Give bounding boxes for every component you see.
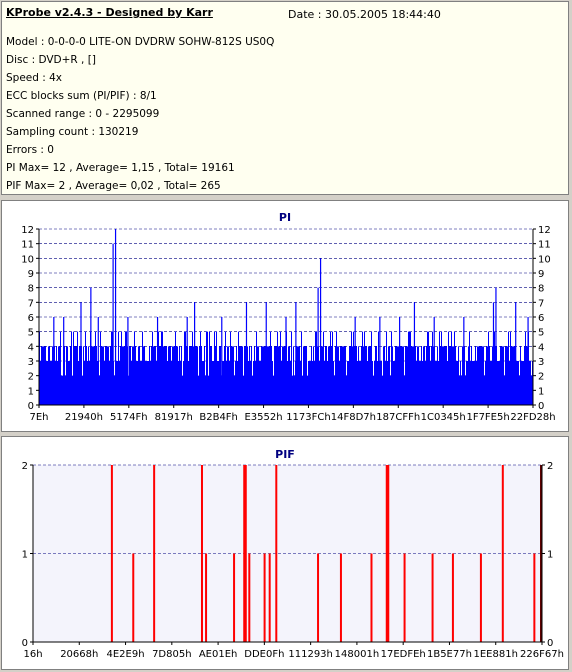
pi-x-ticks: 7Eh 21940h 5174Fh 81917h B2B4Fh E3552h 1173FCh… [29, 412, 555, 423]
pi-ytick-left: 11 [21, 240, 34, 251]
pi-ytick-right: 3 [538, 357, 544, 368]
pi-bars [39, 229, 533, 405]
pif-ytick-left: 2 [22, 461, 28, 472]
pif-chart-panel: PIF 0 1 2 0 1 2 16h 20668h 4E2E9h 7D805h AE01Eh D… [1, 436, 569, 670]
pi-ytick-left: 12 [21, 225, 34, 236]
pif-ytick-left: 1 [22, 550, 28, 561]
pi-ytick-right: 10 [538, 254, 551, 265]
pif-xtick-label: 7D805h [152, 649, 192, 660]
pif-y-ticks-right: 0 1 2 [547, 461, 553, 649]
pi-xtick-label: 81917h [155, 412, 193, 423]
pi-ytick-left: 7 [28, 298, 34, 309]
pi-ytick-right: 11 [538, 240, 551, 251]
pif-xtick-label: 1B5E77h [427, 649, 472, 660]
pif-ytick-right: 0 [547, 638, 553, 649]
pif-xtick-label: 111293h [288, 649, 333, 660]
pi-ytick-right: 8 [538, 284, 544, 295]
pi-ytick-right: 0 [538, 401, 544, 412]
pi-ytick-left: 8 [28, 284, 34, 295]
pi-xtick-label: B2B4Fh [199, 412, 238, 423]
pi-ytick-right: 12 [538, 225, 551, 236]
pi-summary-line: PI Max= 12 , Average= 1,15 , Total= 1916… [6, 162, 235, 174]
pi-ytick-left: 10 [21, 254, 34, 265]
pi-xtick-label: 21940h [65, 412, 103, 423]
pi-ytick-left: 5 [28, 328, 34, 339]
pif-chart-title: PIF [275, 448, 295, 461]
pi-xtick-label: 5174Fh [110, 412, 148, 423]
pi-ytick-right: 1 [538, 386, 544, 397]
pif-gridlines [33, 464, 542, 642]
pi-ytick-right: 2 [538, 372, 544, 383]
pif-x-ticks: 16h 20668h 4E2E9h 7D805h AE01Eh DDE0Fh 111293h… [23, 649, 563, 660]
pif-plot-background [33, 465, 542, 642]
pif-ytick-right: 1 [547, 550, 553, 561]
pi-xtick-label: 14F8D7h [331, 412, 376, 423]
pi-ytick-left: 4 [28, 342, 34, 353]
pi-chart-panel: PI 0 1 2 3 4 5 6 7 8 9 10 11 12 0 1 2 3 4 5 6 7 8 9 10 11 12 7Eh… [1, 200, 569, 432]
pi-ytick-right: 4 [538, 342, 544, 353]
pif-axes [30, 464, 545, 645]
pif-xtick-label: 226F67h [520, 649, 564, 660]
pi-axes [36, 228, 536, 408]
pi-xtick-label: E3552h [244, 412, 282, 423]
pi-ytick-right: 7 [538, 298, 544, 309]
pif-summary-line: PIF Max= 2 , Average= 0,02 , Total= 265 [6, 180, 221, 192]
pi-xtick-label: 1C0345h [421, 412, 466, 423]
pi-chart-title: PI [279, 211, 291, 224]
speed-line: Speed : 4x [6, 72, 63, 84]
pif-xtick-label: 20668h [60, 649, 98, 660]
pi-xtick-label: 187CFFh [376, 412, 420, 423]
app-title: KProbe v2.4.3 - Designed by Karr [6, 6, 213, 19]
errors-line: Errors : 0 [6, 144, 54, 156]
scan-date: Date : 30.05.2005 18:44:40 [288, 8, 441, 21]
pif-chart: PIF 0 1 2 0 1 2 16h 20668h 4E2E9h 7D805h AE01Eh D… [22, 448, 564, 660]
pif-y-ticks-left: 0 1 2 [22, 461, 28, 649]
pi-ytick-left: 0 [28, 401, 34, 412]
model-line: Model : 0-0-0-0 LITE-ON DVDRW SOHW-812S … [6, 36, 275, 48]
pif-xtick-label: AE01Eh [199, 649, 238, 660]
sampling-count-line: Sampling count : 130219 [6, 126, 139, 138]
pi-xtick-label: 1173FCh [286, 412, 331, 423]
pif-xtick-label: 17EDFEh [381, 649, 426, 660]
info-panel: KProbe v2.4.3 - Designed by Karr Date : … [1, 1, 569, 195]
disc-line: Disc : DVD+R , [] [6, 54, 96, 66]
pif-xtick-label: 148001h [335, 649, 380, 660]
pi-ytick-left: 1 [28, 386, 34, 397]
pi-ytick-right: 5 [538, 328, 544, 339]
pi-ytick-left: 3 [28, 357, 34, 368]
pi-ytick-left: 6 [28, 313, 34, 324]
pi-xtick-label: 22FD28h [510, 412, 555, 423]
pif-ytick-right: 2 [547, 461, 553, 472]
pi-xtick-label: 1F7FE5h [466, 412, 509, 423]
ecc-line: ECC blocks sum (PI/PIF) : 8/1 [6, 90, 157, 102]
pi-xtick-label: 7Eh [29, 412, 48, 423]
pif-bars [110, 465, 542, 642]
pif-xtick-label: 16h [23, 649, 42, 660]
pi-ytick-left: 9 [28, 269, 34, 280]
pif-xtick-label: DDE0Fh [244, 649, 284, 660]
pi-ytick-left: 2 [28, 372, 34, 383]
pi-ytick-right: 9 [538, 269, 544, 280]
pif-xtick-label: 4E2E9h [107, 649, 145, 660]
pif-xtick-label: 1EE881h [474, 649, 518, 660]
pif-ytick-left: 0 [22, 638, 28, 649]
scanned-range-line: Scanned range : 0 - 2295099 [6, 108, 160, 120]
pi-ytick-right: 6 [538, 313, 544, 324]
